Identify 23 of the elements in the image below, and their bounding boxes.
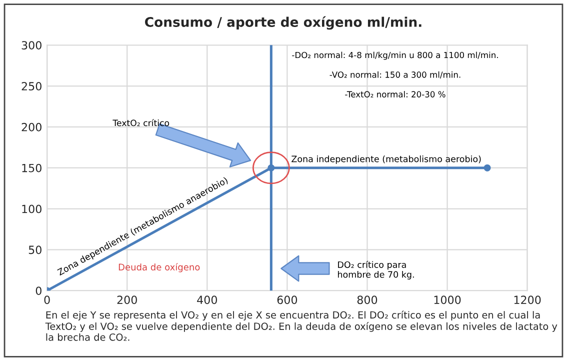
y-tick-label: 250 [22, 82, 42, 90]
y-tick-label: 200 [22, 122, 42, 132]
annotation: DO₂ crítico para hombre de 70 kg. [338, 260, 414, 280]
x-tick-label: 0 [44, 296, 50, 304]
y-tick-label: 100 [22, 204, 42, 214]
annotation: TextO₂ crítico [112, 119, 170, 126]
annotation: -VO₂ normal: 150 a 300 ml/min. [330, 71, 460, 78]
annotation: -TextO₂ normal: 20-30 % [345, 91, 446, 98]
text: En el eje Y se representa el VO₂ y en el eje X se encuentra DO₂. El DO₂ crítico es el punto en el cual la TextO₂ y el VO₂ se vuelve dependiente del DO₂. En la deuda de oxígeno se elevan los niveles de lactato y la brecha de CO₂. [45, 310, 558, 341]
x-tick-label: 800 [357, 296, 378, 304]
annotation: -DO₂ normal: 4-8 ml/kg/min u 800 a 1100 ml/min. [292, 52, 498, 60]
annotation: Deuda de oxígeno [118, 263, 200, 272]
x-tick-label: 600 [277, 296, 298, 304]
x-tick-label: 1000 [434, 296, 461, 304]
y-tick-label: 150 [22, 164, 42, 172]
x-tick-label: 1200 [514, 296, 541, 304]
annotation: Zona independiente (metabolismo aerobio) [292, 155, 481, 164]
y-tick-label: 0 [36, 286, 42, 295]
y-tick-label: 50 [28, 246, 42, 254]
y-tick-label: 300 [22, 41, 42, 50]
x-tick-label: 200 [117, 296, 137, 304]
x-tick-label: 400 [197, 296, 218, 304]
chart-title: Consumo / aporte de oxígeno ml/min. [145, 16, 422, 30]
